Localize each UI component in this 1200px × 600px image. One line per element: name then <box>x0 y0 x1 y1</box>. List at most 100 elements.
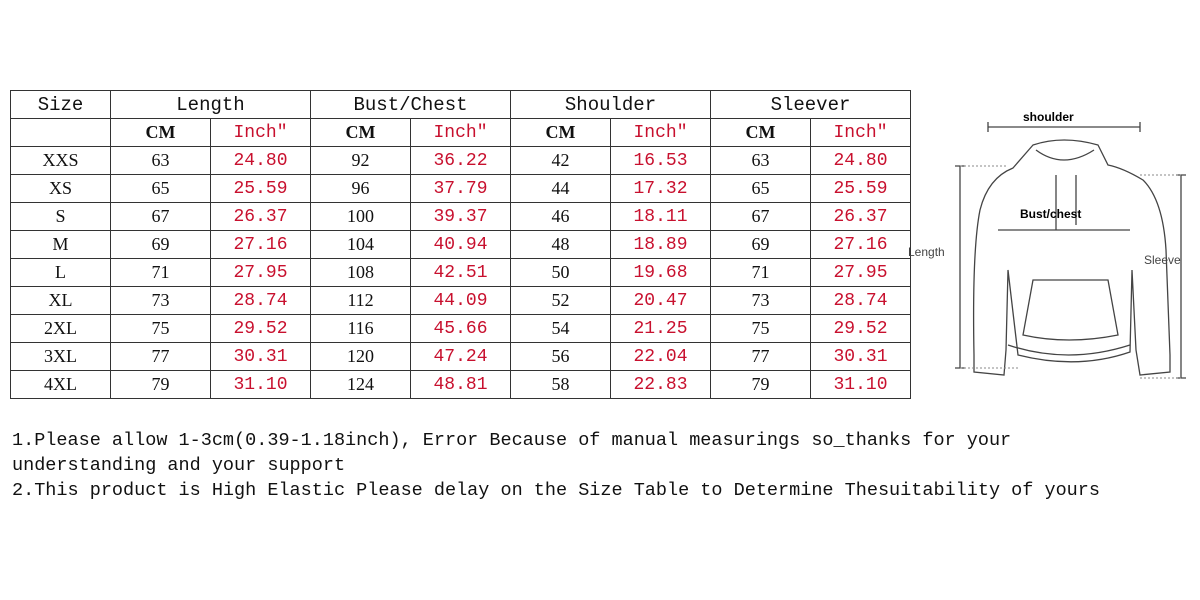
cm-value: 54 <box>510 314 611 343</box>
inch-value: 27.95 <box>210 258 311 287</box>
cm-value: 116 <box>310 314 411 343</box>
inch-value: 26.37 <box>810 202 911 231</box>
inch-value: 19.68 <box>610 258 711 287</box>
cm-value: 58 <box>510 370 611 399</box>
inch-value: 22.83 <box>610 370 711 399</box>
inch-value: 18.89 <box>610 230 711 259</box>
cm-value: 71 <box>110 258 211 287</box>
inch-value: 16.53 <box>610 146 711 175</box>
unit-inch: Inch″ <box>210 118 311 147</box>
inch-value: 27.16 <box>810 230 911 259</box>
size-cell: S <box>10 202 111 231</box>
cm-value: 63 <box>710 146 811 175</box>
cm-value: 67 <box>110 202 211 231</box>
unit-inch: Inch″ <box>410 118 511 147</box>
inch-value: 45.66 <box>410 314 511 343</box>
hoodie-illustration-icon <box>955 122 1186 379</box>
inch-value: 47.24 <box>410 342 511 371</box>
table-row: 4XL 79 31.10 124 48.81 58 22.83 79 31.10 <box>10 370 911 399</box>
cm-value: 75 <box>710 314 811 343</box>
cm-value: 77 <box>110 342 211 371</box>
unit-cm: CM <box>110 118 211 147</box>
unit-cm: CM <box>310 118 411 147</box>
cm-value: 79 <box>710 370 811 399</box>
inch-value: 24.80 <box>210 146 311 175</box>
cm-value: 65 <box>710 174 811 203</box>
size-cell: 2XL <box>10 314 111 343</box>
inch-value: 21.25 <box>610 314 711 343</box>
size-cell: M <box>10 230 111 259</box>
cm-value: 71 <box>710 258 811 287</box>
inch-value: 44.09 <box>410 286 511 315</box>
inch-value: 25.59 <box>810 174 911 203</box>
cm-value: 42 <box>510 146 611 175</box>
inch-value: 40.94 <box>410 230 511 259</box>
table-header-row: Size Length Bust/Chest Shoulder Sleever <box>10 90 911 119</box>
inch-value: 28.74 <box>810 286 911 315</box>
length-label: Length <box>908 245 945 259</box>
group-header: Shoulder <box>510 90 711 119</box>
table-row: M 69 27.16 104 40.94 48 18.89 69 27.16 <box>10 230 911 259</box>
inch-value: 39.37 <box>410 202 511 231</box>
cm-value: 124 <box>310 370 411 399</box>
cm-value: 65 <box>110 174 211 203</box>
note-2: 2.This product is High Elastic Please de… <box>12 480 1100 501</box>
table-row: XL 73 28.74 112 44.09 52 20.47 73 28.74 <box>10 286 911 315</box>
empty-cell <box>10 118 111 147</box>
table-row: 3XL 77 30.31 120 47.24 56 22.04 77 30.31 <box>10 342 911 371</box>
inch-value: 27.95 <box>810 258 911 287</box>
size-cell: XL <box>10 286 111 315</box>
table-row: S 67 26.37 100 39.37 46 18.11 67 26.37 <box>10 202 911 231</box>
cm-value: 69 <box>110 230 211 259</box>
sleeve-label: Sleeve <box>1144 253 1181 267</box>
cm-value: 73 <box>110 286 211 315</box>
inch-value: 28.74 <box>210 286 311 315</box>
cm-value: 73 <box>710 286 811 315</box>
table-row: XXS 63 24.80 92 36.22 42 16.53 63 24.80 <box>10 146 911 175</box>
inch-value: 29.52 <box>210 314 311 343</box>
unit-inch: Inch″ <box>810 118 911 147</box>
hoodie-measurement-diagram: shoulder Bust/chest Length Sleeve <box>908 90 1190 402</box>
cm-value: 52 <box>510 286 611 315</box>
cm-value: 108 <box>310 258 411 287</box>
inch-value: 27.16 <box>210 230 311 259</box>
table-row: L 71 27.95 108 42.51 50 19.68 71 27.95 <box>10 258 911 287</box>
inch-value: 31.10 <box>210 370 311 399</box>
unit-cm: CM <box>710 118 811 147</box>
inch-value: 36.22 <box>410 146 511 175</box>
inch-value: 26.37 <box>210 202 311 231</box>
cm-value: 79 <box>110 370 211 399</box>
size-cell: 4XL <box>10 370 111 399</box>
table-row: XS 65 25.59 96 37.79 44 17.32 65 25.59 <box>10 174 911 203</box>
cm-value: 120 <box>310 342 411 371</box>
shoulder-label: shoulder <box>1023 110 1074 124</box>
notes: 1.Please allow 1-3cm(0.39-1.18inch), Err… <box>12 428 1100 503</box>
cm-value: 75 <box>110 314 211 343</box>
cm-value: 92 <box>310 146 411 175</box>
cm-value: 63 <box>110 146 211 175</box>
cm-value: 44 <box>510 174 611 203</box>
size-cell: XXS <box>10 146 111 175</box>
inch-value: 29.52 <box>810 314 911 343</box>
inch-value: 31.10 <box>810 370 911 399</box>
inch-value: 20.47 <box>610 286 711 315</box>
cm-value: 50 <box>510 258 611 287</box>
cm-value: 96 <box>310 174 411 203</box>
size-cell: L <box>10 258 111 287</box>
inch-value: 48.81 <box>410 370 511 399</box>
group-header: Sleever <box>710 90 911 119</box>
unit-cm: CM <box>510 118 611 147</box>
cm-value: 56 <box>510 342 611 371</box>
inch-value: 25.59 <box>210 174 311 203</box>
inch-value: 22.04 <box>610 342 711 371</box>
table-row: 2XL 75 29.52 116 45.66 54 21.25 75 29.52 <box>10 314 911 343</box>
size-header: Size <box>10 90 111 119</box>
cm-value: 48 <box>510 230 611 259</box>
inch-value: 42.51 <box>410 258 511 287</box>
bust-label: Bust/chest <box>1020 207 1082 221</box>
inch-value: 17.32 <box>610 174 711 203</box>
group-header: Length <box>110 90 311 119</box>
size-cell: 3XL <box>10 342 111 371</box>
size-cell: XS <box>10 174 111 203</box>
inch-value: 24.80 <box>810 146 911 175</box>
